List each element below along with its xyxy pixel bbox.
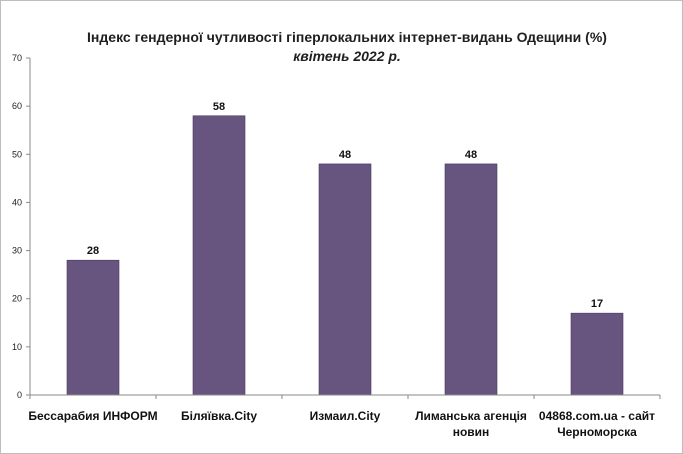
x-tick-label: Лиманська агенція новин — [415, 409, 527, 439]
y-tick-label: 70 — [12, 53, 22, 63]
x-axis: Бессарабия ИНФОРМ Біляївка.City Измаил.Cit… — [28, 394, 661, 439]
data-label: 58 — [213, 101, 225, 113]
bars: 28 58 48 48 17 — [66, 101, 624, 396]
data-label: 48 — [339, 149, 351, 161]
x-tick-label: Біляївка.City — [181, 409, 257, 423]
x-tick-label: 04868.com.ua - сайт Черноморска — [539, 409, 655, 439]
y-tick-label: 30 — [12, 246, 22, 256]
x-tick-label: Бессарабия ИНФОРМ — [28, 409, 157, 423]
bar — [318, 163, 372, 396]
y-tick-label: 40 — [12, 197, 22, 207]
data-label: 28 — [87, 245, 99, 257]
bar — [66, 259, 120, 396]
data-label: 48 — [465, 149, 477, 161]
y-axis: 0 10 20 30 40 50 60 70 — [12, 53, 31, 400]
y-tick-label: 0 — [17, 390, 22, 400]
y-tick-label: 60 — [12, 101, 22, 111]
y-tick-label: 10 — [12, 342, 22, 352]
y-tick-label: 20 — [12, 294, 22, 304]
bar — [192, 115, 246, 396]
data-label: 17 — [591, 298, 603, 310]
chart-subtitle: квітень 2022 р. — [293, 48, 401, 64]
y-tick-label: 50 — [12, 149, 22, 159]
bar — [444, 163, 498, 396]
x-tick-label: Измаил.City — [310, 409, 381, 423]
bar — [570, 312, 624, 396]
chart-title: Індекс гендерної чутливості гіперлокальн… — [87, 29, 607, 45]
